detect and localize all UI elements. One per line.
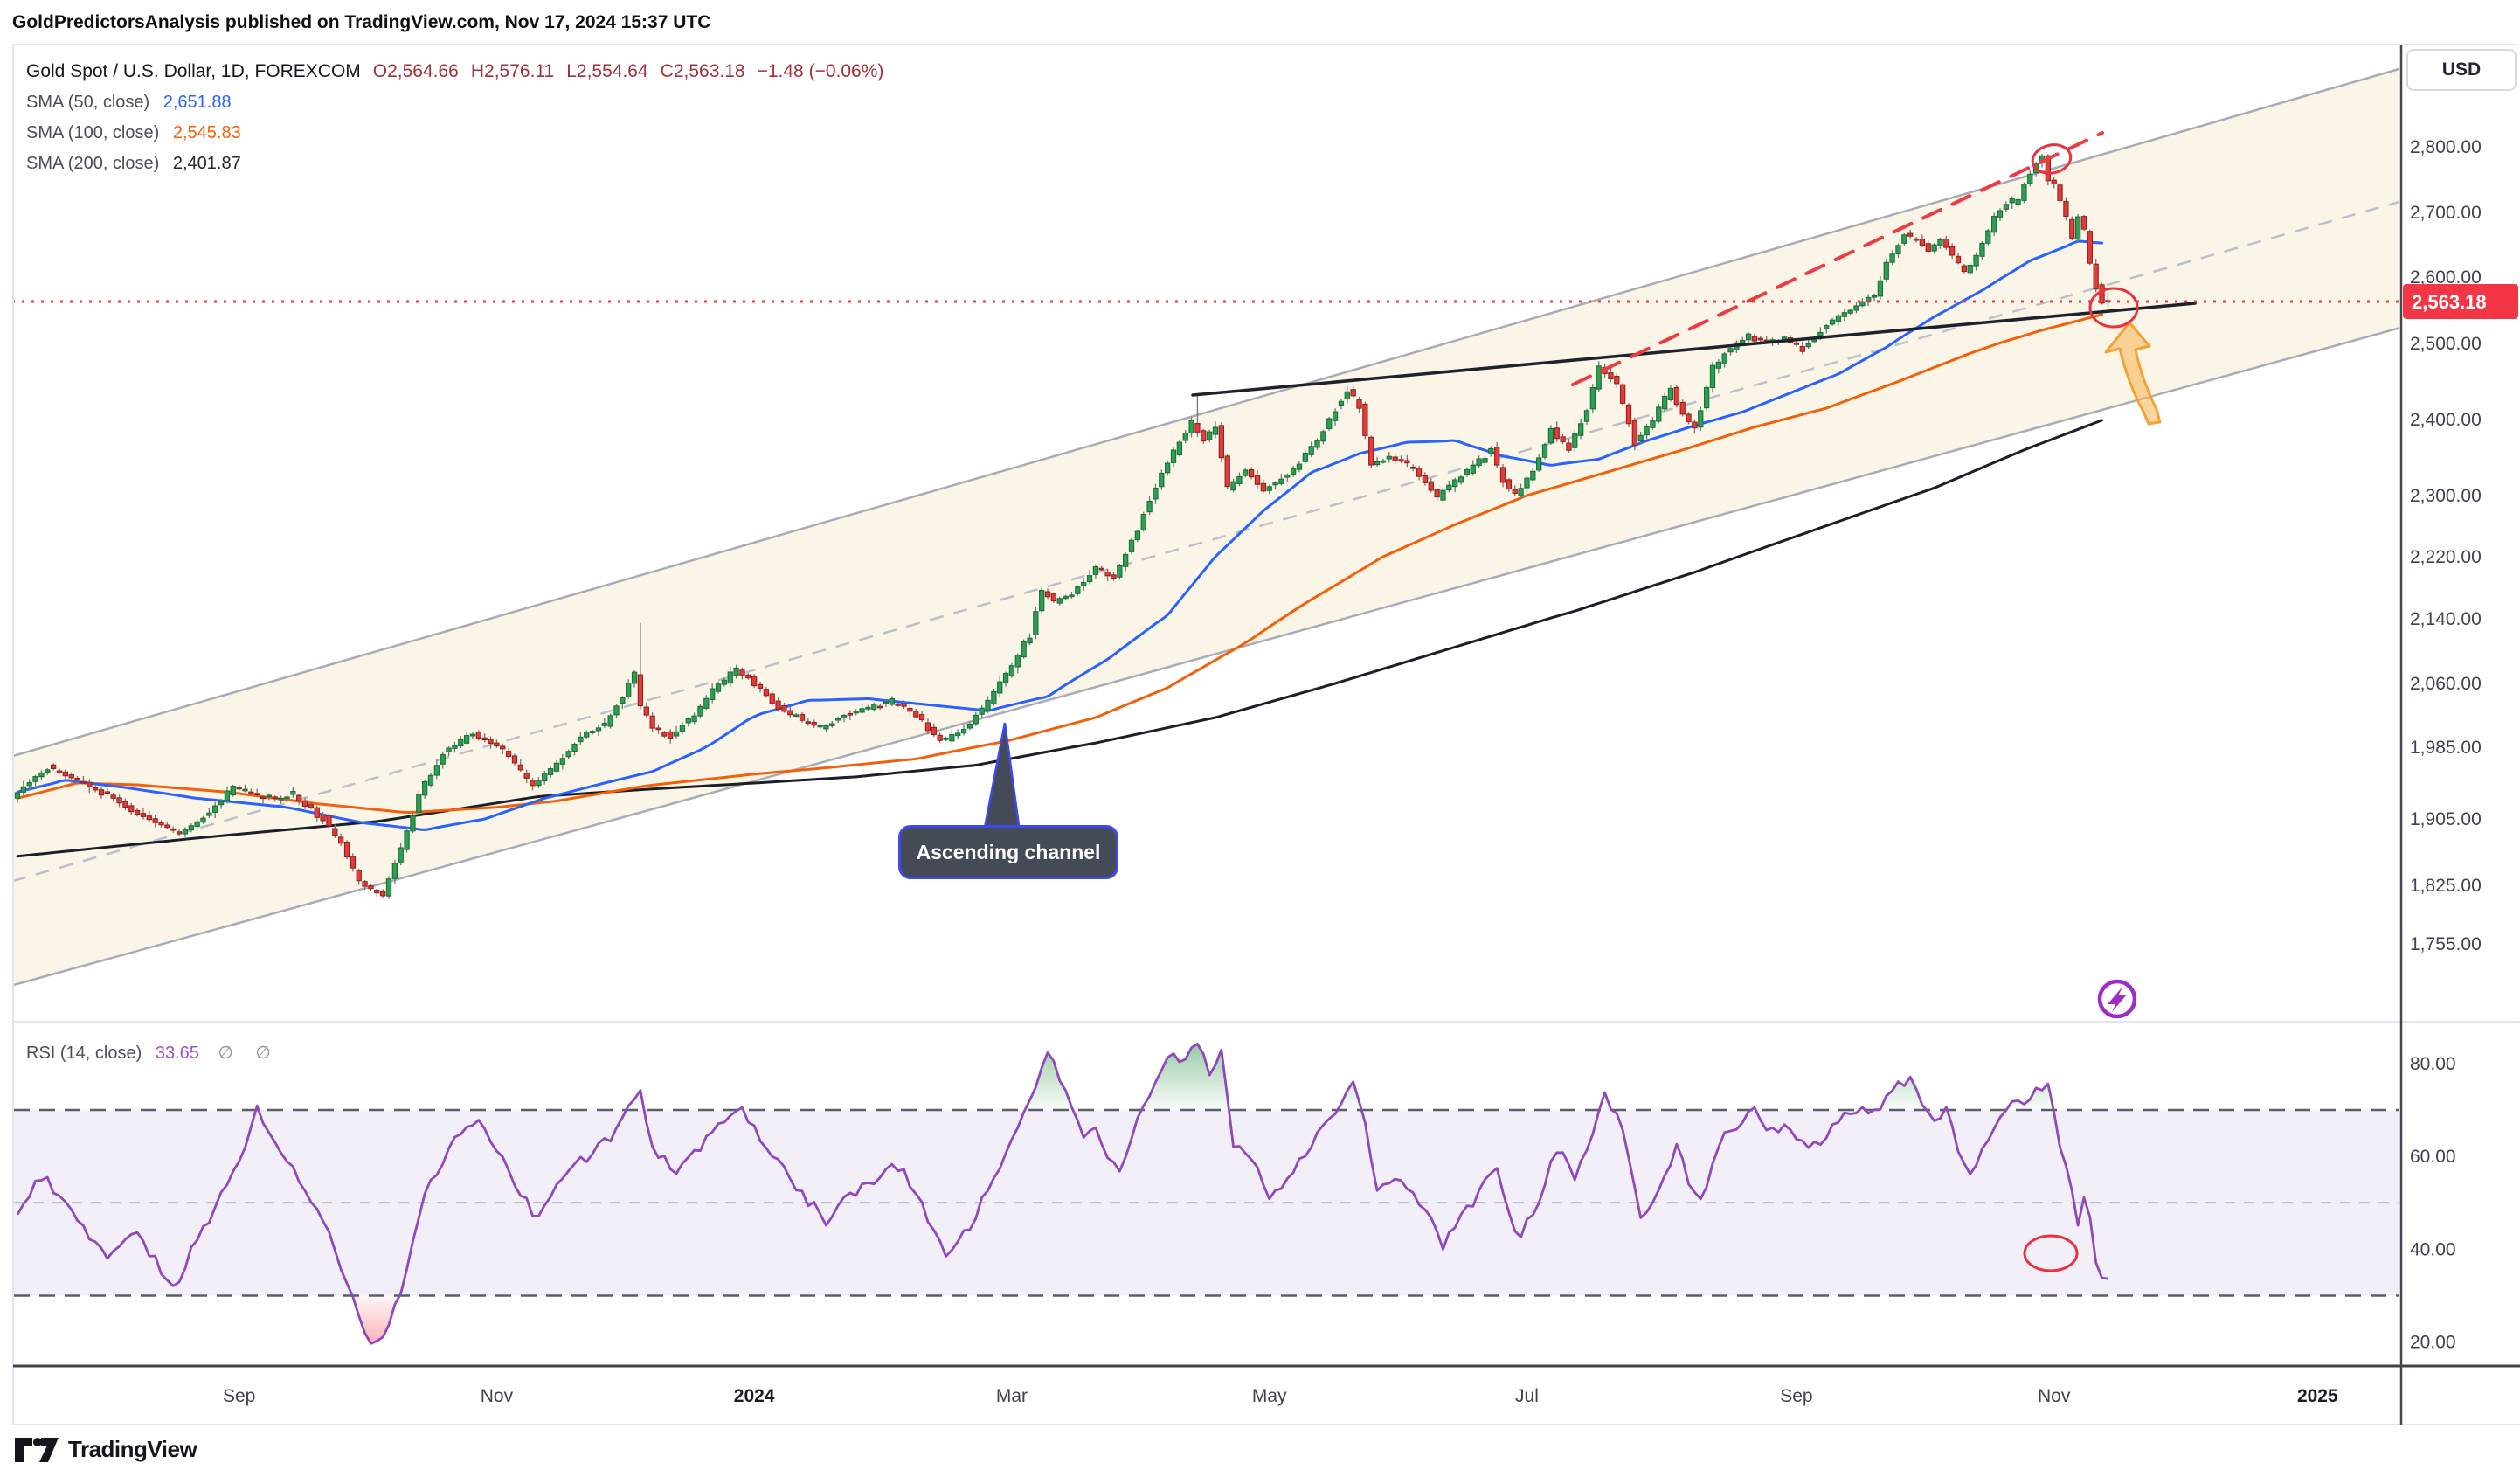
sma-line-sma-50[interactable] [16,239,2104,831]
red-circle-annotation-2[interactable] [2088,287,2139,329]
price-tick-label: 2,700.00 [2410,203,2482,223]
price-pane[interactable] [12,67,2401,987]
time-tick-label: Nov [2038,1386,2071,1406]
time-tick-label: Jul [1515,1386,1539,1406]
price-tick-label: 2,400.00 [2410,410,2482,430]
price-tick-label: 1,825.00 [2410,876,2482,896]
indicator-row-sma50[interactable]: SMA (50, close) 2,651.88 [26,93,883,113]
time-tick-label: 2025 [2297,1386,2338,1406]
indicator-value: 2,651.88 [163,93,232,112]
high-value: H2,576.11 [470,61,555,81]
rsi-tick-label: 40.00 [2410,1239,2456,1259]
indicator-row-sma100[interactable]: SMA (100, close) 2,545.83 [26,123,883,143]
last-price-tag-label: 2,563.18 [2412,291,2487,313]
price-axis[interactable]: 2,800.00 2,700.00 2,600.00 2,500.00 2,400.00… [2403,137,2518,954]
ascending-channel-callout[interactable]: Ascending channel [898,825,1118,879]
low-value: L2,554.64 [566,61,648,81]
time-tick-label: 2024 [734,1386,775,1406]
rsi-label: RSI (14, close) [26,1044,142,1063]
tradingview-footer[interactable]: TradingView [14,1436,197,1463]
close-value: C2,563.18 [660,61,745,81]
price-tick-label: 1,905.00 [2410,809,2482,829]
price-tick-label: 1,755.00 [2410,934,2482,954]
tradingview-logo-icon [15,1437,59,1462]
red-circle-annotation-1[interactable] [2030,142,2073,177]
indicator-label: SMA (50, close) [26,93,150,112]
open-value: O2,564.66 [372,61,459,81]
red-circle-annotation-rsi[interactable] [2023,1234,2079,1272]
time-tick-label: Mar [996,1386,1028,1406]
indicator-value: 2,545.83 [172,123,241,142]
rsi-overbought-fill [1143,1044,1228,1110]
tradingview-wordmark: TradingView [68,1436,197,1462]
rsi-tick-label: 60.00 [2410,1147,2456,1167]
indicator-row-sma200[interactable]: SMA (200, close) 2,401.87 [26,154,883,174]
black-trendline[interactable] [1191,302,2197,397]
indicator-label: SMA (100, close) [26,123,160,142]
time-tick-label: Sep [1780,1386,1812,1406]
rsi-tick-label: 80.00 [2410,1054,2456,1074]
indicator-label: SMA (200, close) [26,154,160,173]
time-tick-label: May [1252,1386,1287,1406]
rsi-line[interactable] [16,1043,2108,1345]
red-dashed-trendline[interactable] [1571,131,2104,386]
price-tick-label: 2,220.00 [2410,547,2482,567]
currency-unit-button[interactable]: USD [2406,49,2517,91]
last-price-tag [2403,283,2518,319]
rsi-tick-label: 20.00 [2410,1333,2456,1353]
rsi-value: 33.65 [155,1044,199,1063]
rsi-axis[interactable]: 80.00 60.00 40.00 20.00 [2410,1054,2456,1353]
price-tick-label: 2,600.00 [2410,267,2482,288]
time-axis[interactable]: Sep Nov 2024 Mar May Jul Sep Nov 2025 [223,1386,2338,1406]
price-tick-label: 2,500.00 [2410,334,2482,354]
price-tick-label: 2,140.00 [2410,609,2482,629]
callout-text: Ascending channel [916,840,1101,863]
channel-upper-line[interactable] [12,67,2401,757]
rsi-overbought-fill [1029,1052,1072,1110]
price-tick-label: 2,800.00 [2410,137,2482,157]
rsi-legend-row[interactable]: RSI (14, close) 33.65 ∅ ∅ [26,1042,280,1064]
indicator-value: 2,401.87 [172,154,241,173]
price-tick-label: 2,300.00 [2410,486,2482,506]
symbol-title: Gold Spot / U.S. Dollar, 1D, FOREXCOM [26,61,361,81]
time-tick-label: Sep [223,1386,255,1406]
orange-up-arrow[interactable] [2104,321,2162,426]
ascending-channel-fill [14,68,2399,985]
time-tick-label: Nov [481,1386,514,1406]
price-tick-label: 2,060.00 [2410,674,2482,694]
candle-bodies [14,155,2111,897]
symbol-legend: Gold Spot / U.S. Dollar, 1D, FOREXCOM O2,… [26,61,883,174]
symbol-title-row[interactable]: Gold Spot / U.S. Dollar, 1D, FOREXCOM O2,… [26,61,883,82]
sma-line-sma-100[interactable] [16,313,2104,814]
rsi-pane[interactable] [14,1043,2399,1345]
price-tick-label: 1,985.00 [2410,738,2482,758]
rsi-overbought-fill [1874,1077,1922,1110]
currency-unit-label: USD [2441,59,2482,80]
channel-lower-line[interactable] [12,327,2401,987]
publisher-line: GoldPredictorsAnalysis published on Trad… [12,12,711,32]
flash-badge-icon[interactable] [2097,979,2137,1019]
change-value: −1.48 (−0.06%) [757,61,884,81]
rsi-smoothing-empty-icon: ∅ ∅ [218,1044,280,1063]
ohlc-readout: O2,564.66 H2,576.11 L2,554.64 C2,563.18 −1.4… [361,61,884,81]
